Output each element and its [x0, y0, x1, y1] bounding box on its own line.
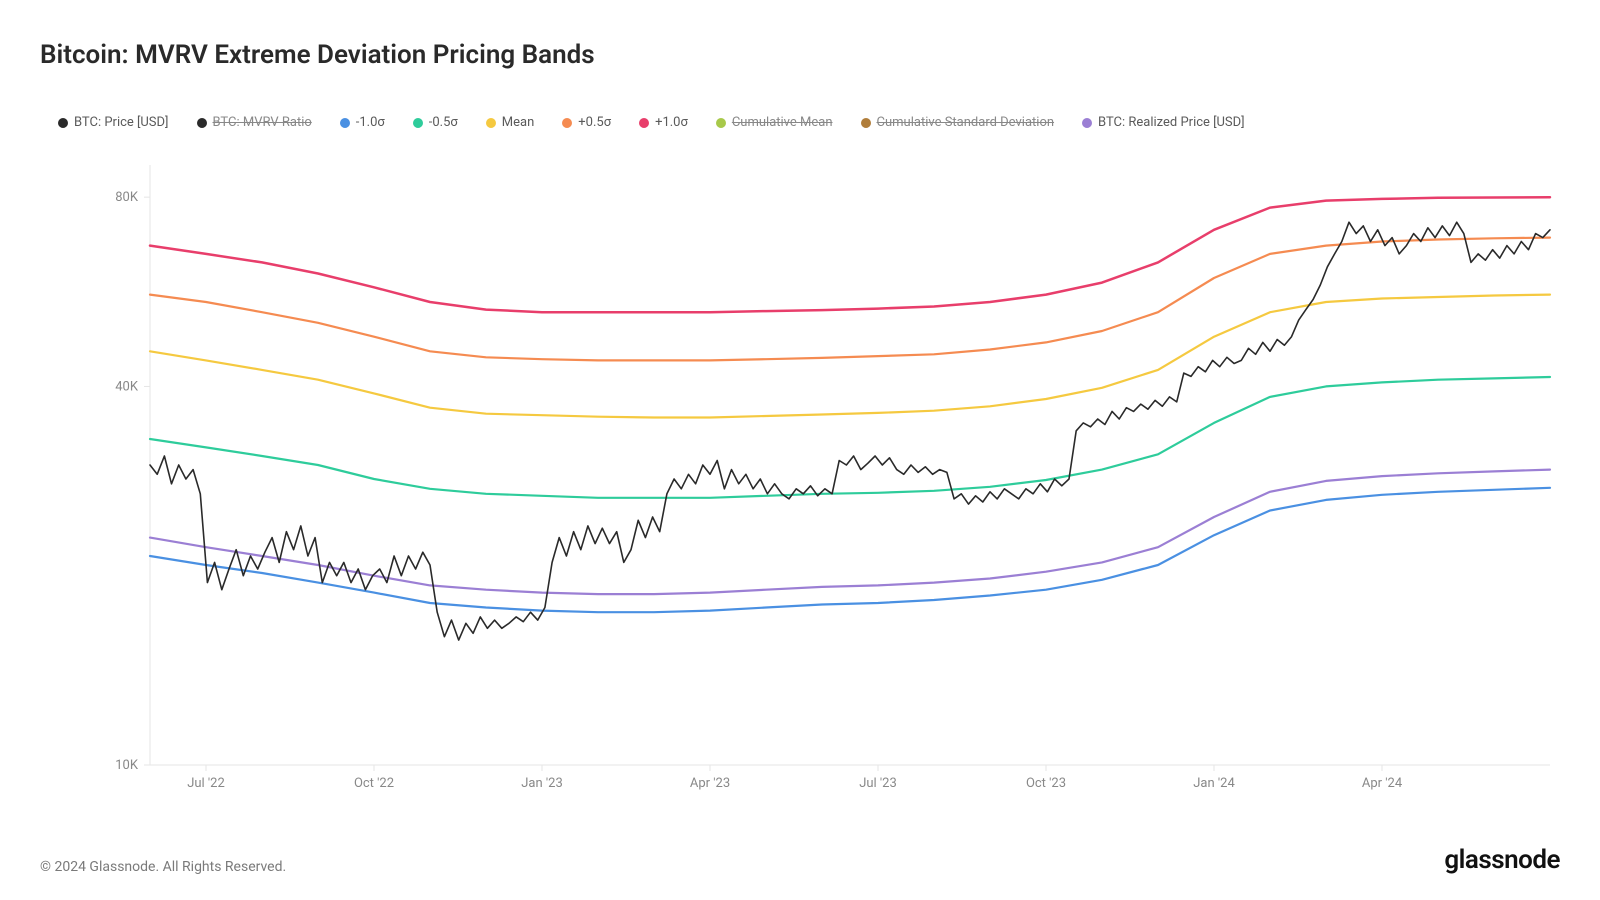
- legend-item[interactable]: BTC: MVRV Ratio: [197, 115, 312, 130]
- svg-text:Jan '24: Jan '24: [1193, 776, 1235, 791]
- svg-text:Oct '22: Oct '22: [354, 776, 394, 791]
- legend-dot-icon: [861, 118, 871, 128]
- legend-label: -1.0σ: [356, 115, 385, 130]
- svg-text:80K: 80K: [115, 190, 139, 205]
- legend-label: BTC: MVRV Ratio: [213, 115, 312, 130]
- legend-item[interactable]: +1.0σ: [639, 115, 688, 130]
- svg-text:40K: 40K: [115, 379, 139, 394]
- legend-label: Cumulative Standard Deviation: [877, 115, 1055, 130]
- legend-item[interactable]: -1.0σ: [340, 115, 385, 130]
- legend-dot-icon: [197, 118, 207, 128]
- legend-dot-icon: [1082, 118, 1092, 128]
- legend-item[interactable]: +0.5σ: [562, 115, 611, 130]
- legend-dot-icon: [58, 118, 68, 128]
- chart-area: 10K 40K 80K Jul '22 Oct '22 Jan '23 Apr '23 Jul…: [40, 145, 1560, 800]
- legend-dot-icon: [486, 118, 496, 128]
- svg-text:Oct '23: Oct '23: [1026, 776, 1066, 791]
- legend-dot-icon: [413, 118, 423, 128]
- legend-dot-icon: [340, 118, 350, 128]
- legend-item[interactable]: Cumulative Mean: [716, 115, 833, 130]
- line-chart: 10K 40K 80K Jul '22 Oct '22 Jan '23 Apr '23 Jul…: [40, 145, 1560, 800]
- svg-text:Jul '22: Jul '22: [187, 776, 225, 791]
- legend-label: BTC: Price [USD]: [74, 115, 169, 130]
- legend-dot-icon: [716, 118, 726, 128]
- legend-label: BTC: Realized Price [USD]: [1098, 115, 1245, 130]
- svg-text:Jan '23: Jan '23: [521, 776, 563, 791]
- legend: BTC: Price [USD] BTC: MVRV Ratio -1.0σ -0.5…: [58, 115, 1560, 130]
- legend-item[interactable]: Mean: [486, 115, 535, 130]
- copyright-text: © 2024 Glassnode. All Rights Reserved.: [40, 859, 286, 875]
- svg-text:10K: 10K: [115, 758, 139, 773]
- chart-container: Bitcoin: MVRV Extreme Deviation Pricing …: [0, 0, 1600, 900]
- legend-item[interactable]: BTC: Price [USD]: [58, 115, 169, 130]
- legend-label: Cumulative Mean: [732, 115, 833, 130]
- footer: © 2024 Glassnode. All Rights Reserved. g…: [40, 845, 1560, 875]
- svg-text:Jul '23: Jul '23: [859, 776, 897, 791]
- svg-text:Apr '24: Apr '24: [1362, 776, 1403, 791]
- legend-label: -0.5σ: [429, 115, 458, 130]
- legend-item[interactable]: BTC: Realized Price [USD]: [1082, 115, 1245, 130]
- legend-label: +0.5σ: [578, 115, 611, 130]
- legend-dot-icon: [639, 118, 649, 128]
- page-title: Bitcoin: MVRV Extreme Deviation Pricing …: [40, 40, 595, 70]
- svg-text:Apr '23: Apr '23: [690, 776, 730, 791]
- legend-label: +1.0σ: [655, 115, 688, 130]
- legend-dot-icon: [562, 118, 572, 128]
- legend-item[interactable]: -0.5σ: [413, 115, 458, 130]
- legend-item[interactable]: Cumulative Standard Deviation: [861, 115, 1055, 130]
- brand-logo: glassnode: [1444, 845, 1560, 875]
- legend-label: Mean: [502, 115, 535, 130]
